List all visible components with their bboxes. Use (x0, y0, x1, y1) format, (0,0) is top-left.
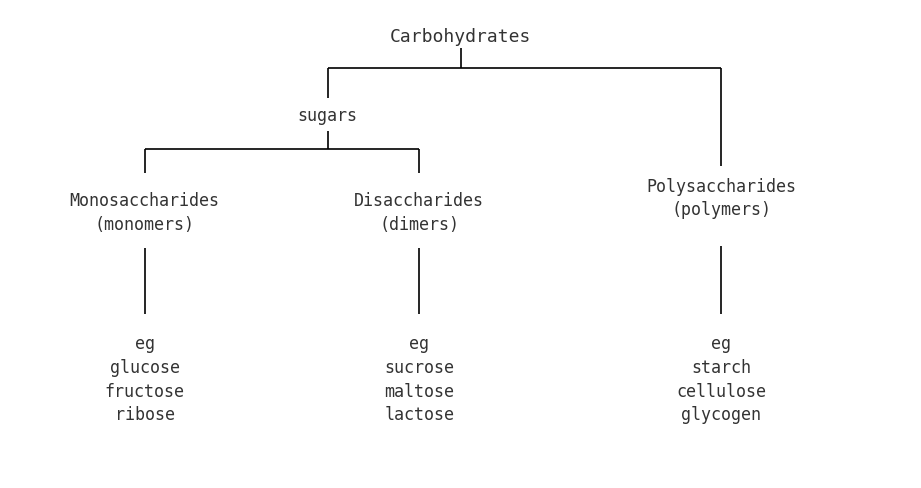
Text: sugars: sugars (297, 107, 357, 125)
Text: Carbohydrates: Carbohydrates (390, 27, 531, 45)
Text: Polysaccharides
(polymers): Polysaccharides (polymers) (647, 178, 797, 219)
Text: Disaccharides
(dimers): Disaccharides (dimers) (355, 192, 484, 233)
Text: eg
glucose
fructose
ribose: eg glucose fructose ribose (105, 335, 185, 424)
Text: eg
sucrose
maltose
lactose: eg sucrose maltose lactose (384, 335, 454, 424)
Text: eg
starch
cellulose
glycogen: eg starch cellulose glycogen (676, 335, 766, 424)
Text: Monosaccharides
(monomers): Monosaccharides (monomers) (70, 192, 220, 233)
